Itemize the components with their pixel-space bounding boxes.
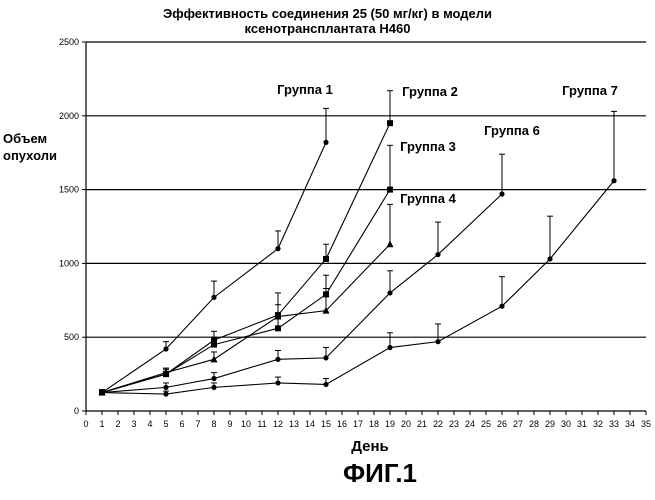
series-label: Группа 2	[402, 84, 458, 99]
x-tick-label: 0	[83, 419, 88, 429]
data-point	[275, 357, 280, 362]
x-tick-label: 5	[163, 419, 168, 429]
data-point	[275, 380, 280, 385]
x-tick-label: 14	[305, 419, 315, 429]
series-label: Группа 7	[562, 83, 618, 98]
x-tick-label: 24	[465, 419, 475, 429]
x-tick-label: 12	[273, 419, 283, 429]
data-point	[323, 256, 329, 262]
data-point	[435, 339, 440, 344]
y-tick-label: 0	[74, 406, 79, 416]
data-point	[163, 346, 168, 351]
x-tick-label: 32	[593, 419, 603, 429]
series-line	[102, 190, 390, 393]
x-tick-label: 23	[449, 419, 459, 429]
data-point	[387, 187, 393, 193]
x-tick-label: 28	[529, 419, 539, 429]
x-tick-label: 31	[577, 419, 587, 429]
x-tick-label: 34	[625, 419, 635, 429]
x-tick-label: 20	[401, 419, 411, 429]
data-point	[211, 342, 217, 348]
data-point	[387, 290, 392, 295]
data-point	[275, 246, 280, 251]
y-tick-label: 2000	[59, 111, 79, 121]
data-point	[275, 325, 281, 331]
series-line	[102, 244, 390, 392]
y-tick-label: 1500	[59, 185, 79, 195]
series-label: Группа 1	[277, 82, 333, 97]
x-tick-label: 27	[513, 419, 523, 429]
data-point	[163, 385, 168, 390]
series-line	[102, 194, 502, 393]
x-tick-label: 16	[337, 419, 347, 429]
data-point	[547, 256, 552, 261]
x-tick-label: 17	[353, 419, 363, 429]
data-point	[387, 120, 393, 126]
x-tick-label: 13	[289, 419, 299, 429]
x-tick-label: 18	[369, 419, 379, 429]
data-point	[387, 345, 392, 350]
data-point	[211, 295, 216, 300]
data-point	[435, 252, 440, 257]
x-tick-label: 11	[257, 419, 266, 429]
x-tick-label: 19	[385, 419, 395, 429]
data-point	[211, 376, 216, 381]
series-label: Группа 4	[400, 191, 456, 206]
x-tick-label: 10	[241, 419, 251, 429]
x-tick-label: 15	[321, 419, 331, 429]
x-tick-label: 9	[227, 419, 232, 429]
series-label: Группа 3	[400, 139, 456, 154]
data-point	[211, 355, 218, 362]
x-tick-label: 30	[561, 419, 571, 429]
series-line	[102, 123, 390, 392]
data-point	[163, 391, 168, 396]
x-tick-label: 25	[481, 419, 491, 429]
x-tick-label: 2	[115, 419, 120, 429]
x-tick-label: 4	[147, 419, 152, 429]
data-point	[611, 178, 616, 183]
y-tick-label: 1000	[59, 258, 79, 268]
x-tick-label: 33	[609, 419, 619, 429]
x-tick-label: 35	[641, 419, 651, 429]
x-tick-label: 26	[497, 419, 507, 429]
y-tick-label: 2500	[59, 37, 79, 47]
data-point	[387, 240, 394, 247]
x-tick-label: 29	[545, 419, 555, 429]
series-line	[102, 181, 614, 394]
x-tick-label: 21	[417, 419, 427, 429]
x-tick-label: 6	[179, 419, 184, 429]
x-tick-label: 1	[99, 419, 104, 429]
x-tick-label: 22	[433, 419, 443, 429]
data-point	[499, 304, 504, 309]
y-tick-label: 500	[64, 332, 79, 342]
data-point	[323, 382, 328, 387]
x-tick-label: 7	[195, 419, 200, 429]
figure-caption: ФИГ.1	[0, 458, 655, 489]
data-point	[99, 390, 104, 395]
series-label: Группа 6	[484, 123, 540, 138]
data-point	[323, 355, 328, 360]
x-axis-label: День	[0, 438, 655, 455]
data-point	[499, 191, 504, 196]
data-point	[211, 385, 216, 390]
data-point	[323, 140, 328, 145]
x-tick-label: 3	[131, 419, 136, 429]
x-tick-label: 8	[211, 419, 216, 429]
